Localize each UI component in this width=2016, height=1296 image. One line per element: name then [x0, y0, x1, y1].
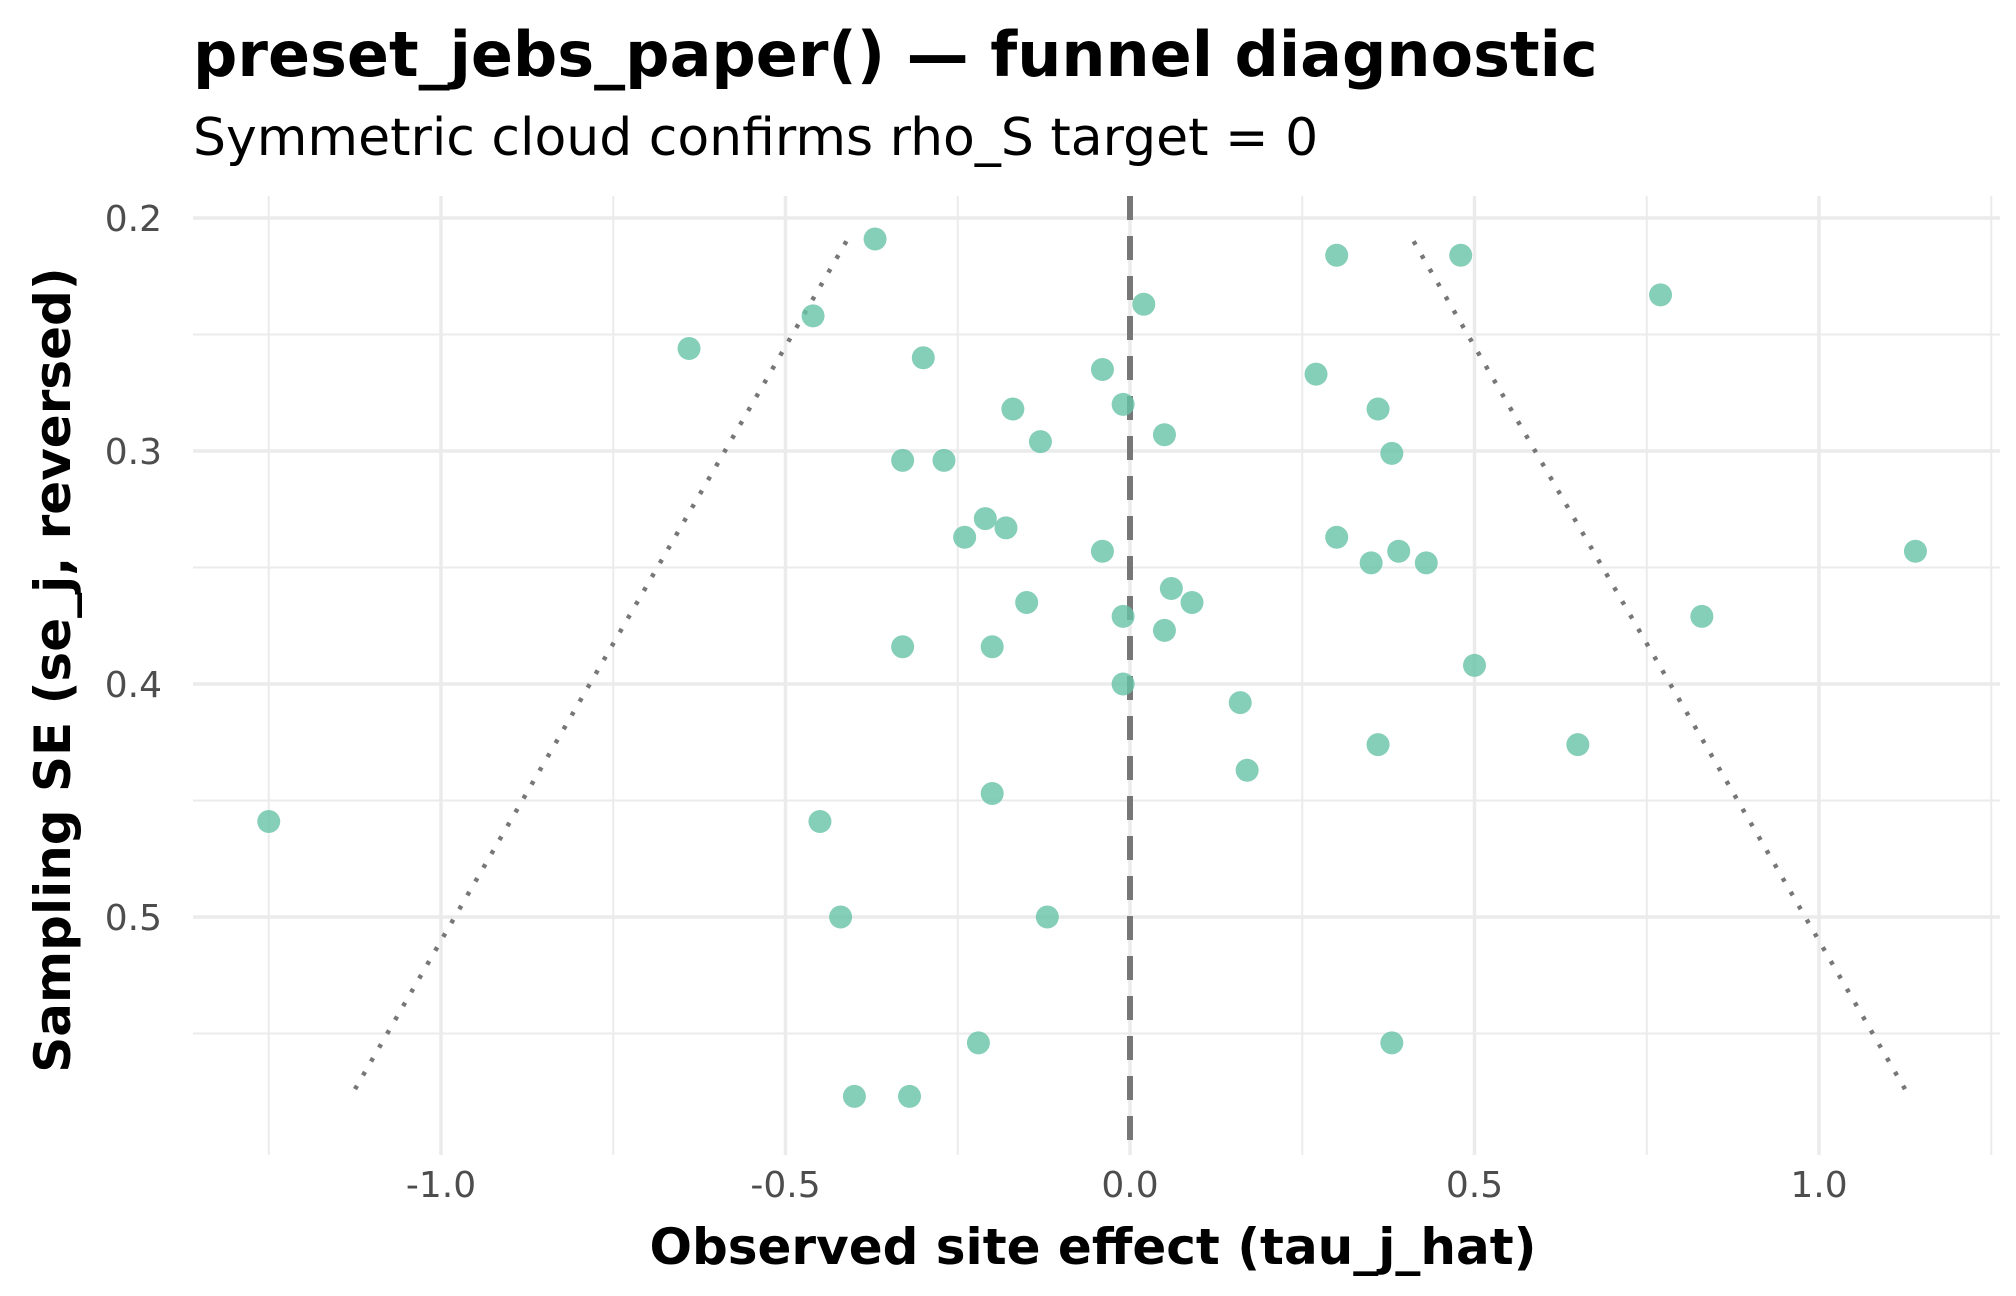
data-point [1463, 653, 1486, 677]
data-point [1228, 691, 1252, 715]
data-point [1235, 758, 1259, 782]
data-point [1132, 292, 1156, 316]
data-point [1449, 243, 1473, 267]
grid-lines [193, 196, 2000, 1155]
data-point [842, 1084, 866, 1108]
data-point [808, 809, 832, 833]
x-tick-label: -0.5 [750, 1165, 820, 1206]
data-point [1566, 733, 1590, 757]
funnel-line-left [348, 240, 849, 1098]
data-point [1380, 1031, 1404, 1055]
data-point [1387, 539, 1411, 563]
chart-title: preset_jebs_paper() — funnel diagnostic [193, 18, 1598, 91]
data-point [1001, 397, 1025, 421]
data-point [980, 635, 1004, 659]
data-point [829, 905, 853, 929]
data-point [898, 1084, 922, 1108]
data-point [1903, 539, 1927, 563]
data-point [932, 448, 956, 472]
data-point [1152, 618, 1176, 642]
y-tick-label: 0.2 [105, 199, 162, 240]
data-point [1180, 590, 1204, 614]
data-point [1090, 357, 1114, 381]
data-points [257, 227, 1927, 1108]
data-point [863, 227, 887, 251]
y-tick-label: 0.4 [105, 665, 162, 706]
x-axis-title: Observed site effect (tau_j_hat) [649, 1218, 1536, 1276]
data-point [1111, 672, 1135, 696]
data-point [1690, 604, 1714, 628]
x-tick-label: 0.0 [1101, 1165, 1158, 1206]
x-tick-label: -1.0 [406, 1165, 476, 1206]
data-point [1380, 441, 1404, 465]
chart-subtitle: Symmetric cloud confirms rho_S target = … [193, 108, 1319, 168]
y-tick-label: 0.5 [105, 898, 162, 939]
data-point [891, 448, 915, 472]
data-point [1414, 551, 1438, 575]
data-point [1015, 590, 1039, 614]
y-axis-ticks: 0.2 0.3 0.4 0.5 [105, 199, 162, 939]
data-point [1325, 243, 1349, 267]
data-point [1152, 423, 1176, 447]
data-point [891, 635, 915, 659]
data-point [994, 516, 1018, 540]
data-point [257, 809, 281, 833]
data-point [1325, 525, 1349, 549]
data-point [1366, 733, 1390, 757]
data-point [1035, 905, 1059, 929]
data-point [973, 507, 997, 531]
data-point [1028, 430, 1052, 454]
data-point [1111, 604, 1135, 628]
funnel-line-right [1411, 240, 1912, 1098]
x-tick-label: 0.5 [1446, 1165, 1503, 1206]
data-point [953, 525, 977, 549]
x-tick-label: 1.0 [1790, 1165, 1847, 1206]
data-point [1304, 362, 1328, 386]
data-point [1111, 392, 1135, 416]
data-point [1159, 576, 1183, 600]
data-point [1649, 283, 1673, 307]
data-point [677, 336, 701, 360]
data-point [966, 1031, 990, 1055]
data-point [801, 304, 825, 328]
data-point [1359, 551, 1383, 575]
y-axis-title: Sampling SE (se_j, reversed) [24, 267, 82, 1072]
y-tick-label: 0.3 [105, 432, 162, 473]
data-point [980, 782, 1004, 806]
data-point [1366, 397, 1390, 421]
x-axis-ticks: -1.0 -0.5 0.0 0.5 1.0 [406, 1165, 1848, 1206]
data-point [911, 346, 935, 370]
data-point [1090, 539, 1114, 563]
